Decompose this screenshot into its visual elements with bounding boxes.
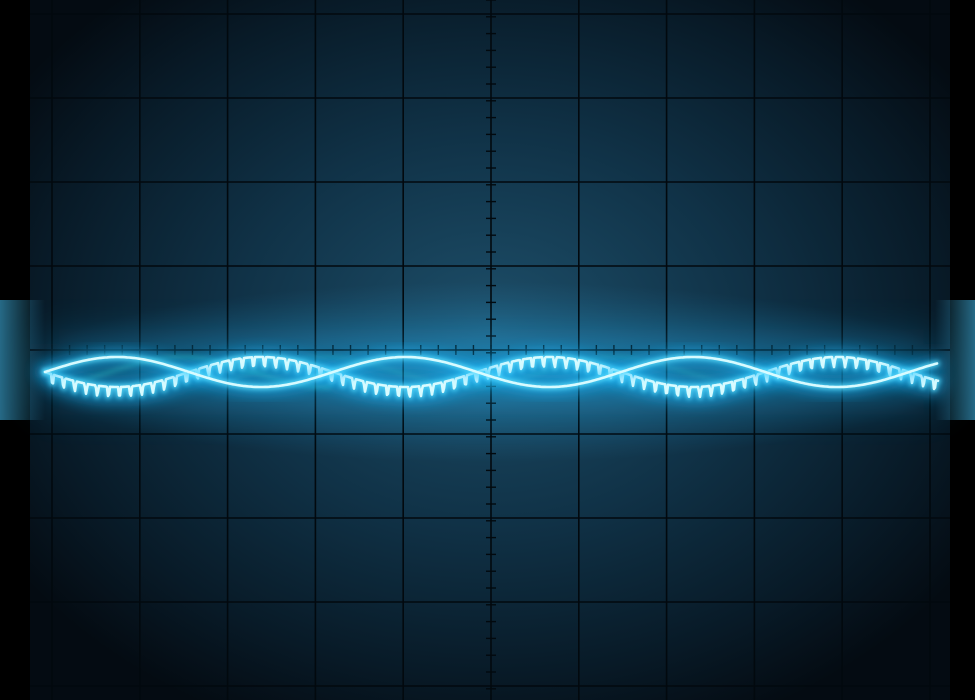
trace-layer — [38, 344, 945, 404]
left-edge-glint — [0, 300, 45, 420]
trace-2-core — [43, 355, 939, 389]
